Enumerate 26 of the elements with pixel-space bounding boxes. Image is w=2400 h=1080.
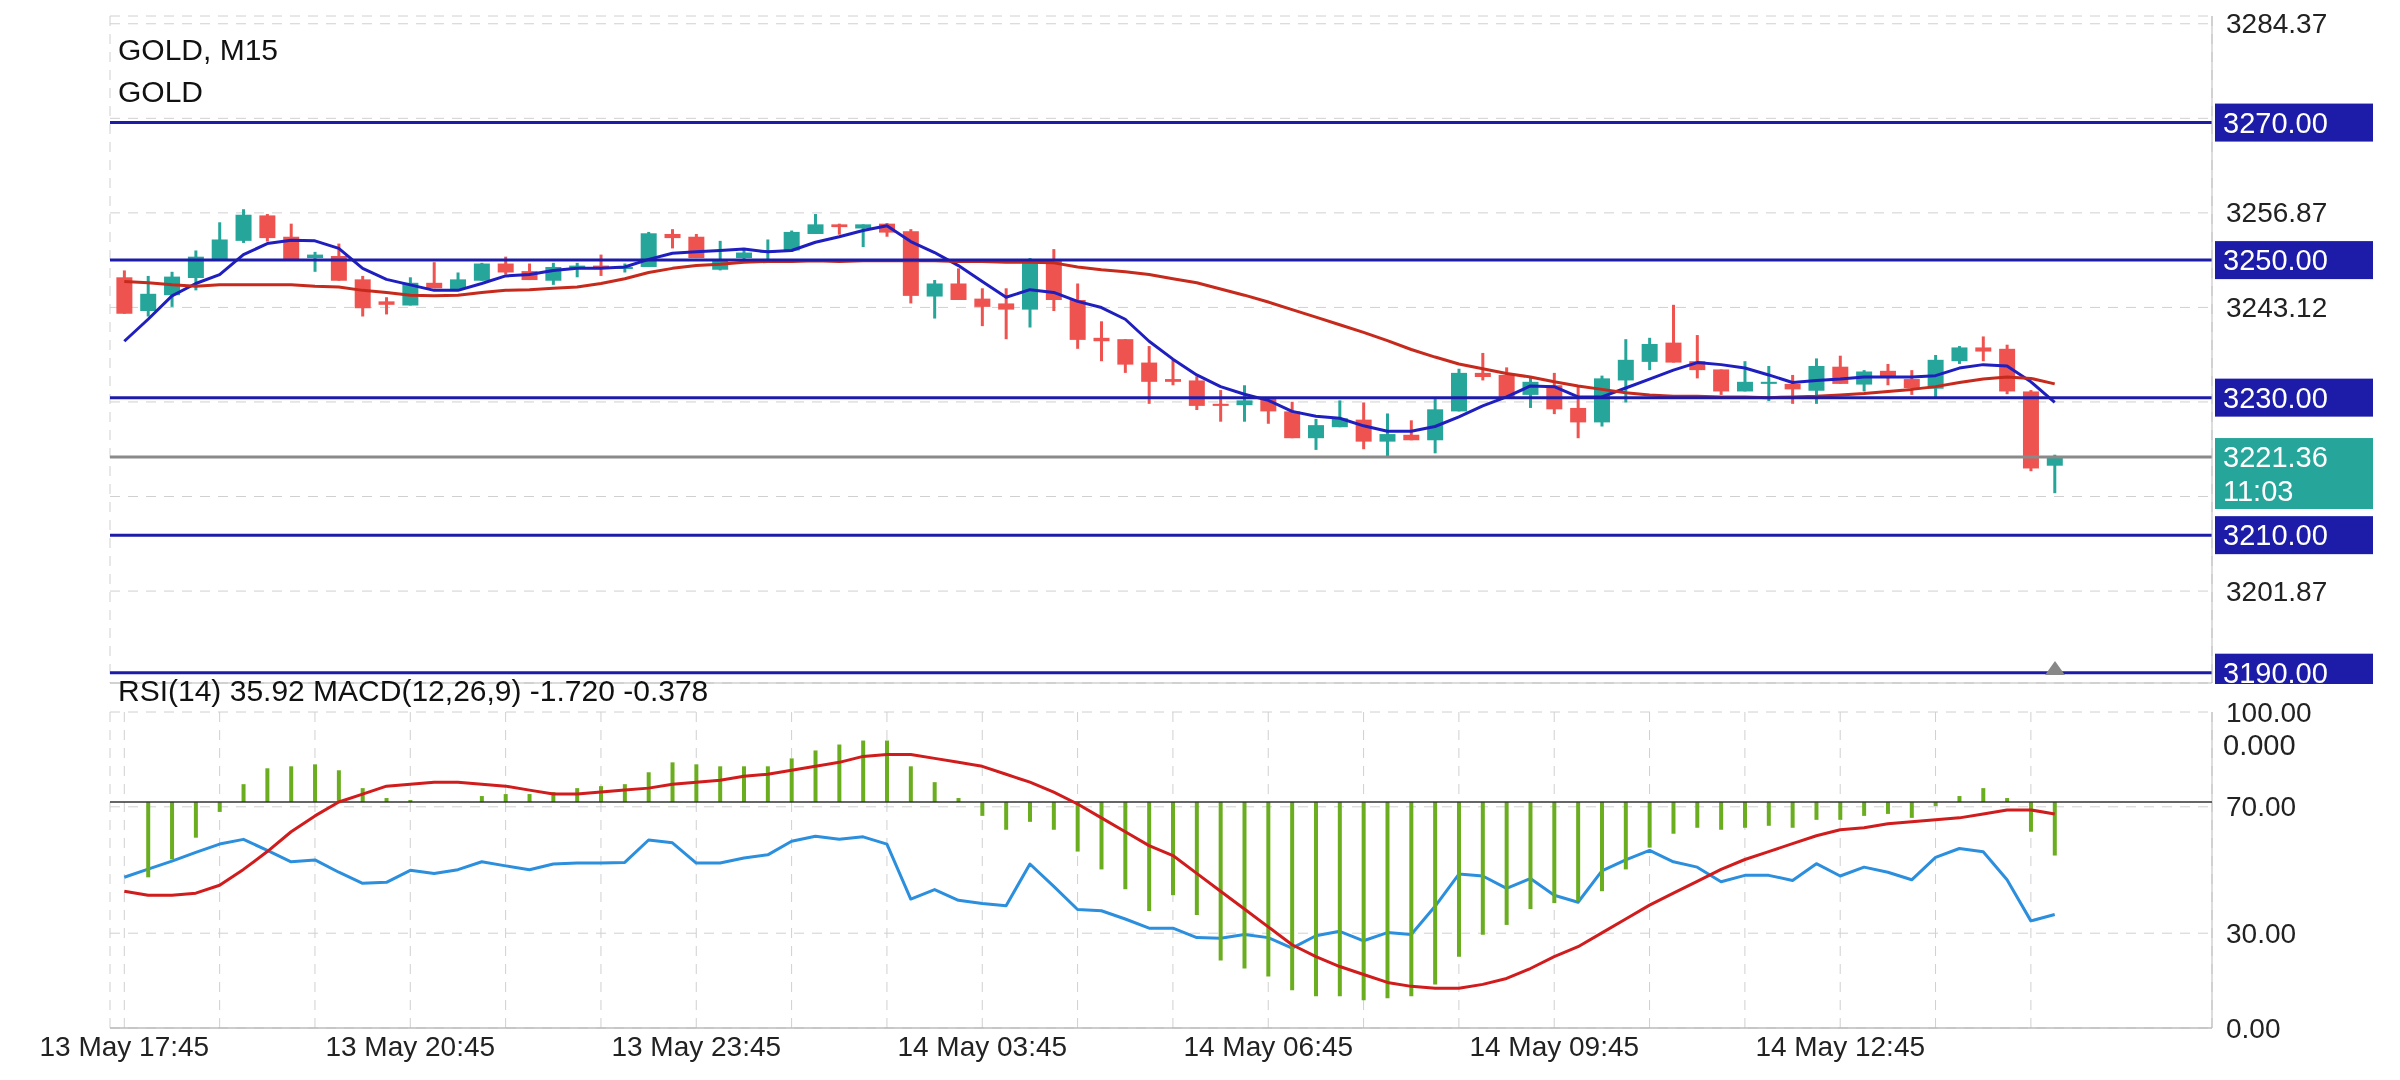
x-tick-label: 13 May 23:45: [611, 1030, 782, 1062]
text: GOLD: [118, 75, 204, 109]
x-tick-label: 13 May 17:45: [39, 1030, 210, 1062]
ref-line-label: 3250.00: [2223, 244, 2328, 277]
y-tick-label: 0.00: [2226, 1012, 2281, 1044]
y-tick-label: 3256.87: [2226, 197, 2328, 229]
x-tick-label: 13 May 20:45: [325, 1030, 496, 1062]
chart-title: RSI(14) 35.92 MACD(12,26,9) -1.720 -0.378: [118, 674, 709, 708]
y-tick-label: 30.00: [2226, 917, 2297, 949]
ref-line-label: 3190.00: [2223, 656, 2328, 689]
x-tick-label: 14 May 03:45: [897, 1030, 1068, 1062]
ref-line-label: 3230.00: [2223, 381, 2328, 414]
x-tick-label: 14 May 12:45: [1755, 1030, 1926, 1062]
x-tick-label: 14 May 06:45: [1183, 1030, 1354, 1062]
text: GOLD, M15: [118, 33, 279, 67]
y-tick-label: 100.00: [2226, 696, 2312, 728]
text: 11:03: [2215, 473, 2373, 510]
ref-line-label: 3210.00: [2223, 519, 2328, 552]
y-tick-label: 3201.87: [2226, 575, 2328, 607]
x-tick-label: 14 May 09:45: [1469, 1030, 1640, 1062]
ref-line-label: 3270.00: [2223, 106, 2328, 139]
y-tick-label: 3243.12: [2226, 291, 2328, 323]
y-tick-label: 70.00: [2226, 791, 2297, 823]
text: 0.000: [2222, 728, 2297, 763]
ref-line-label: 3221.36: [2223, 441, 2328, 474]
y-tick-label: 3284.37: [2226, 8, 2328, 40]
